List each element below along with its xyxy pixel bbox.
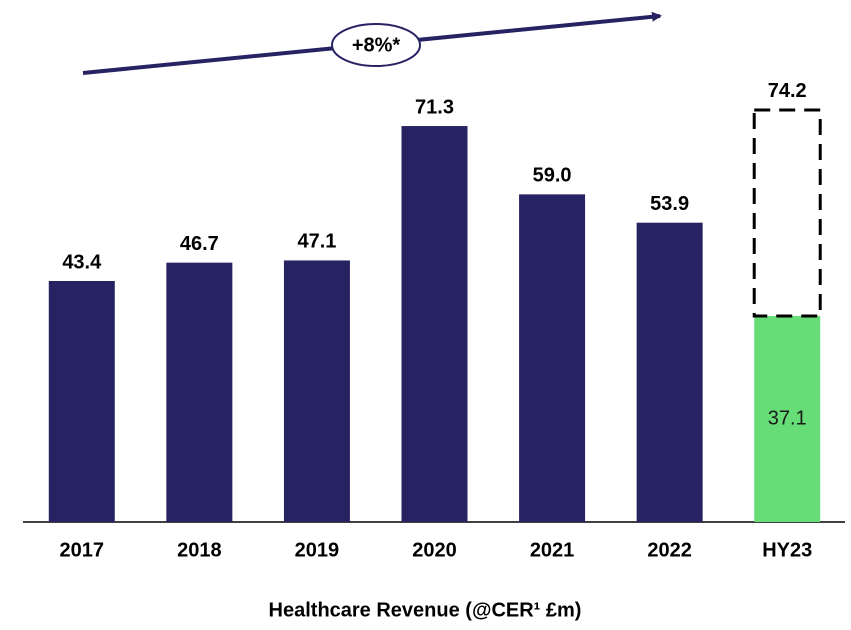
x-axis-label: Healthcare Revenue (@CER¹ £m)	[269, 599, 582, 621]
bar	[636, 222, 703, 522]
x-tick-label: 2021	[530, 539, 575, 561]
value-label: 59.0	[533, 165, 572, 187]
dashed-value-label: 74.2	[768, 80, 807, 102]
bar	[401, 126, 468, 523]
dashed-bar	[752, 108, 822, 318]
value-label: 47.1	[297, 231, 336, 253]
value-label: 43.4	[62, 251, 102, 273]
bar	[283, 260, 350, 522]
bar	[48, 280, 115, 522]
x-tick-label: 2020	[412, 539, 457, 561]
bar	[519, 194, 586, 523]
x-tick-label: 2022	[647, 539, 692, 561]
bar	[754, 315, 821, 522]
value-label: 71.3	[415, 96, 454, 118]
value-label: 46.7	[180, 233, 219, 255]
bar	[166, 262, 233, 522]
x-tick-label: 2017	[60, 539, 105, 561]
value-label: 37.1	[768, 407, 807, 429]
x-tick-label: HY23	[762, 539, 812, 561]
value-label: 53.9	[650, 193, 689, 215]
x-tick-label: 2019	[295, 539, 340, 561]
annotation-bubble	[331, 23, 421, 67]
x-tick-label: 2018	[177, 539, 222, 561]
annotation: +8%*	[352, 34, 401, 56]
